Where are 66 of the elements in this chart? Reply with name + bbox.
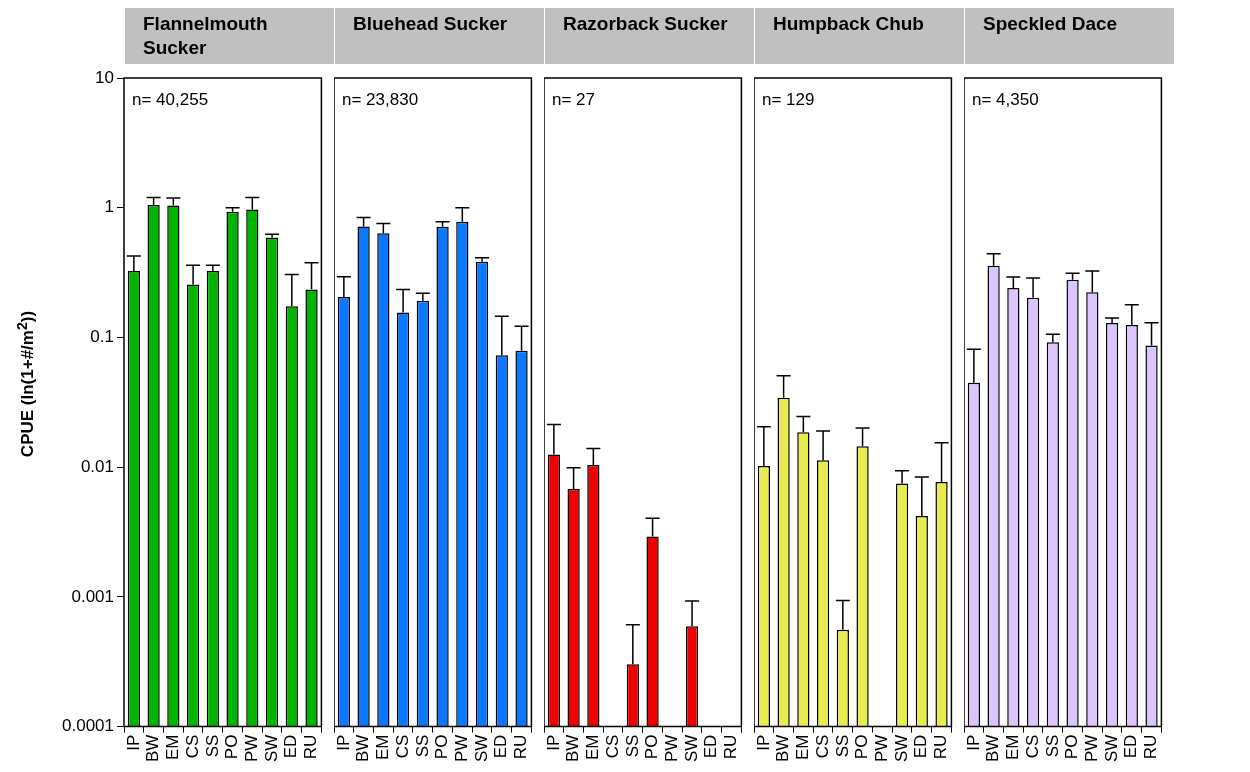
y-tick-label: 0.1 — [90, 327, 114, 347]
x-tick-label: ED — [491, 734, 511, 759]
x-tick-label: PW — [872, 734, 892, 763]
x-tick-label: CS — [602, 734, 622, 759]
x-tick-label: RU — [931, 734, 951, 760]
x-tick-label: BW — [143, 734, 163, 763]
x-tick-label: SW — [471, 734, 491, 763]
x-tick-label: BW — [353, 734, 373, 763]
annotation: n= 4,350 — [972, 90, 1039, 110]
x-tick-label: IP — [753, 734, 773, 751]
x-tick-label: SS — [202, 734, 222, 758]
x-tick-label: BW — [563, 734, 583, 763]
x-tick-label: EM — [373, 734, 393, 761]
chart-title: Flannelmouth Sucker — [124, 8, 334, 64]
annotation: n= 129 — [762, 90, 815, 110]
chart-title: Razorback Sucker — [544, 8, 754, 64]
x-tick-label: CS — [182, 734, 202, 759]
x-tick-label: IP — [543, 734, 563, 751]
chart-title: Humpback Chub — [754, 8, 964, 64]
x-tick-label: BW — [983, 734, 1003, 763]
x-tick-label: EM — [1003, 734, 1023, 761]
x-tick-label: IP — [963, 734, 983, 751]
y-tick-label: 0.0001 — [62, 716, 114, 736]
x-tick-label: ED — [1121, 734, 1141, 759]
x-tick-label: SW — [1101, 734, 1121, 763]
annotation: n= 27 — [552, 90, 596, 110]
x-tick-label: ED — [701, 734, 721, 759]
x-tick-label: PO — [222, 734, 242, 760]
x-tick-label: EM — [163, 734, 183, 761]
x-tick-label: PW — [1082, 734, 1102, 763]
x-tick-label: EM — [583, 734, 603, 761]
x-tick-label: SS — [832, 734, 852, 758]
x-tick-label: BW — [773, 734, 793, 763]
x-tick-label: RU — [721, 734, 741, 760]
x-tick-label: SS — [622, 734, 642, 758]
x-tick-label: ED — [281, 734, 301, 759]
x-tick-label: PW — [452, 734, 472, 763]
y-tick-label: 0.001 — [71, 586, 114, 606]
x-tick-label: ED — [911, 734, 931, 759]
x-tick-label: PO — [852, 734, 872, 760]
x-tick-label: PO — [642, 734, 662, 760]
x-tick-label: SW — [261, 734, 281, 763]
x-tick-label: RU — [511, 734, 531, 760]
x-tick-label: PW — [662, 734, 682, 763]
x-tick-label: SW — [681, 734, 701, 763]
y-tick-label: 10 — [95, 67, 114, 87]
annotation: n= 23,830 — [342, 90, 419, 110]
x-tick-label: SW — [891, 734, 911, 763]
chart-title: Bluehead Sucker — [334, 8, 544, 64]
annotation: n= 40,255 — [132, 90, 209, 110]
x-tick-label: IP — [333, 734, 353, 751]
x-tick-label: CS — [812, 734, 832, 759]
x-tick-label: PW — [242, 734, 262, 763]
x-tick-label: RU — [301, 734, 321, 760]
x-tick-label: CS — [392, 734, 412, 759]
x-tick-label: PO — [1062, 734, 1082, 760]
x-tick-label: RU — [1141, 734, 1161, 760]
x-tick-label: IP — [123, 734, 143, 751]
y-tick-label: 0.01 — [80, 456, 114, 476]
y-tick-label: 1 — [104, 197, 114, 217]
x-tick-label: SS — [412, 734, 432, 758]
chart-title: Speckled Dace — [964, 8, 1174, 64]
x-tick-label: CS — [1022, 734, 1042, 759]
x-tick-label: SS — [1042, 734, 1062, 758]
x-tick-label: EM — [793, 734, 813, 761]
x-tick-label: PO — [432, 734, 452, 760]
